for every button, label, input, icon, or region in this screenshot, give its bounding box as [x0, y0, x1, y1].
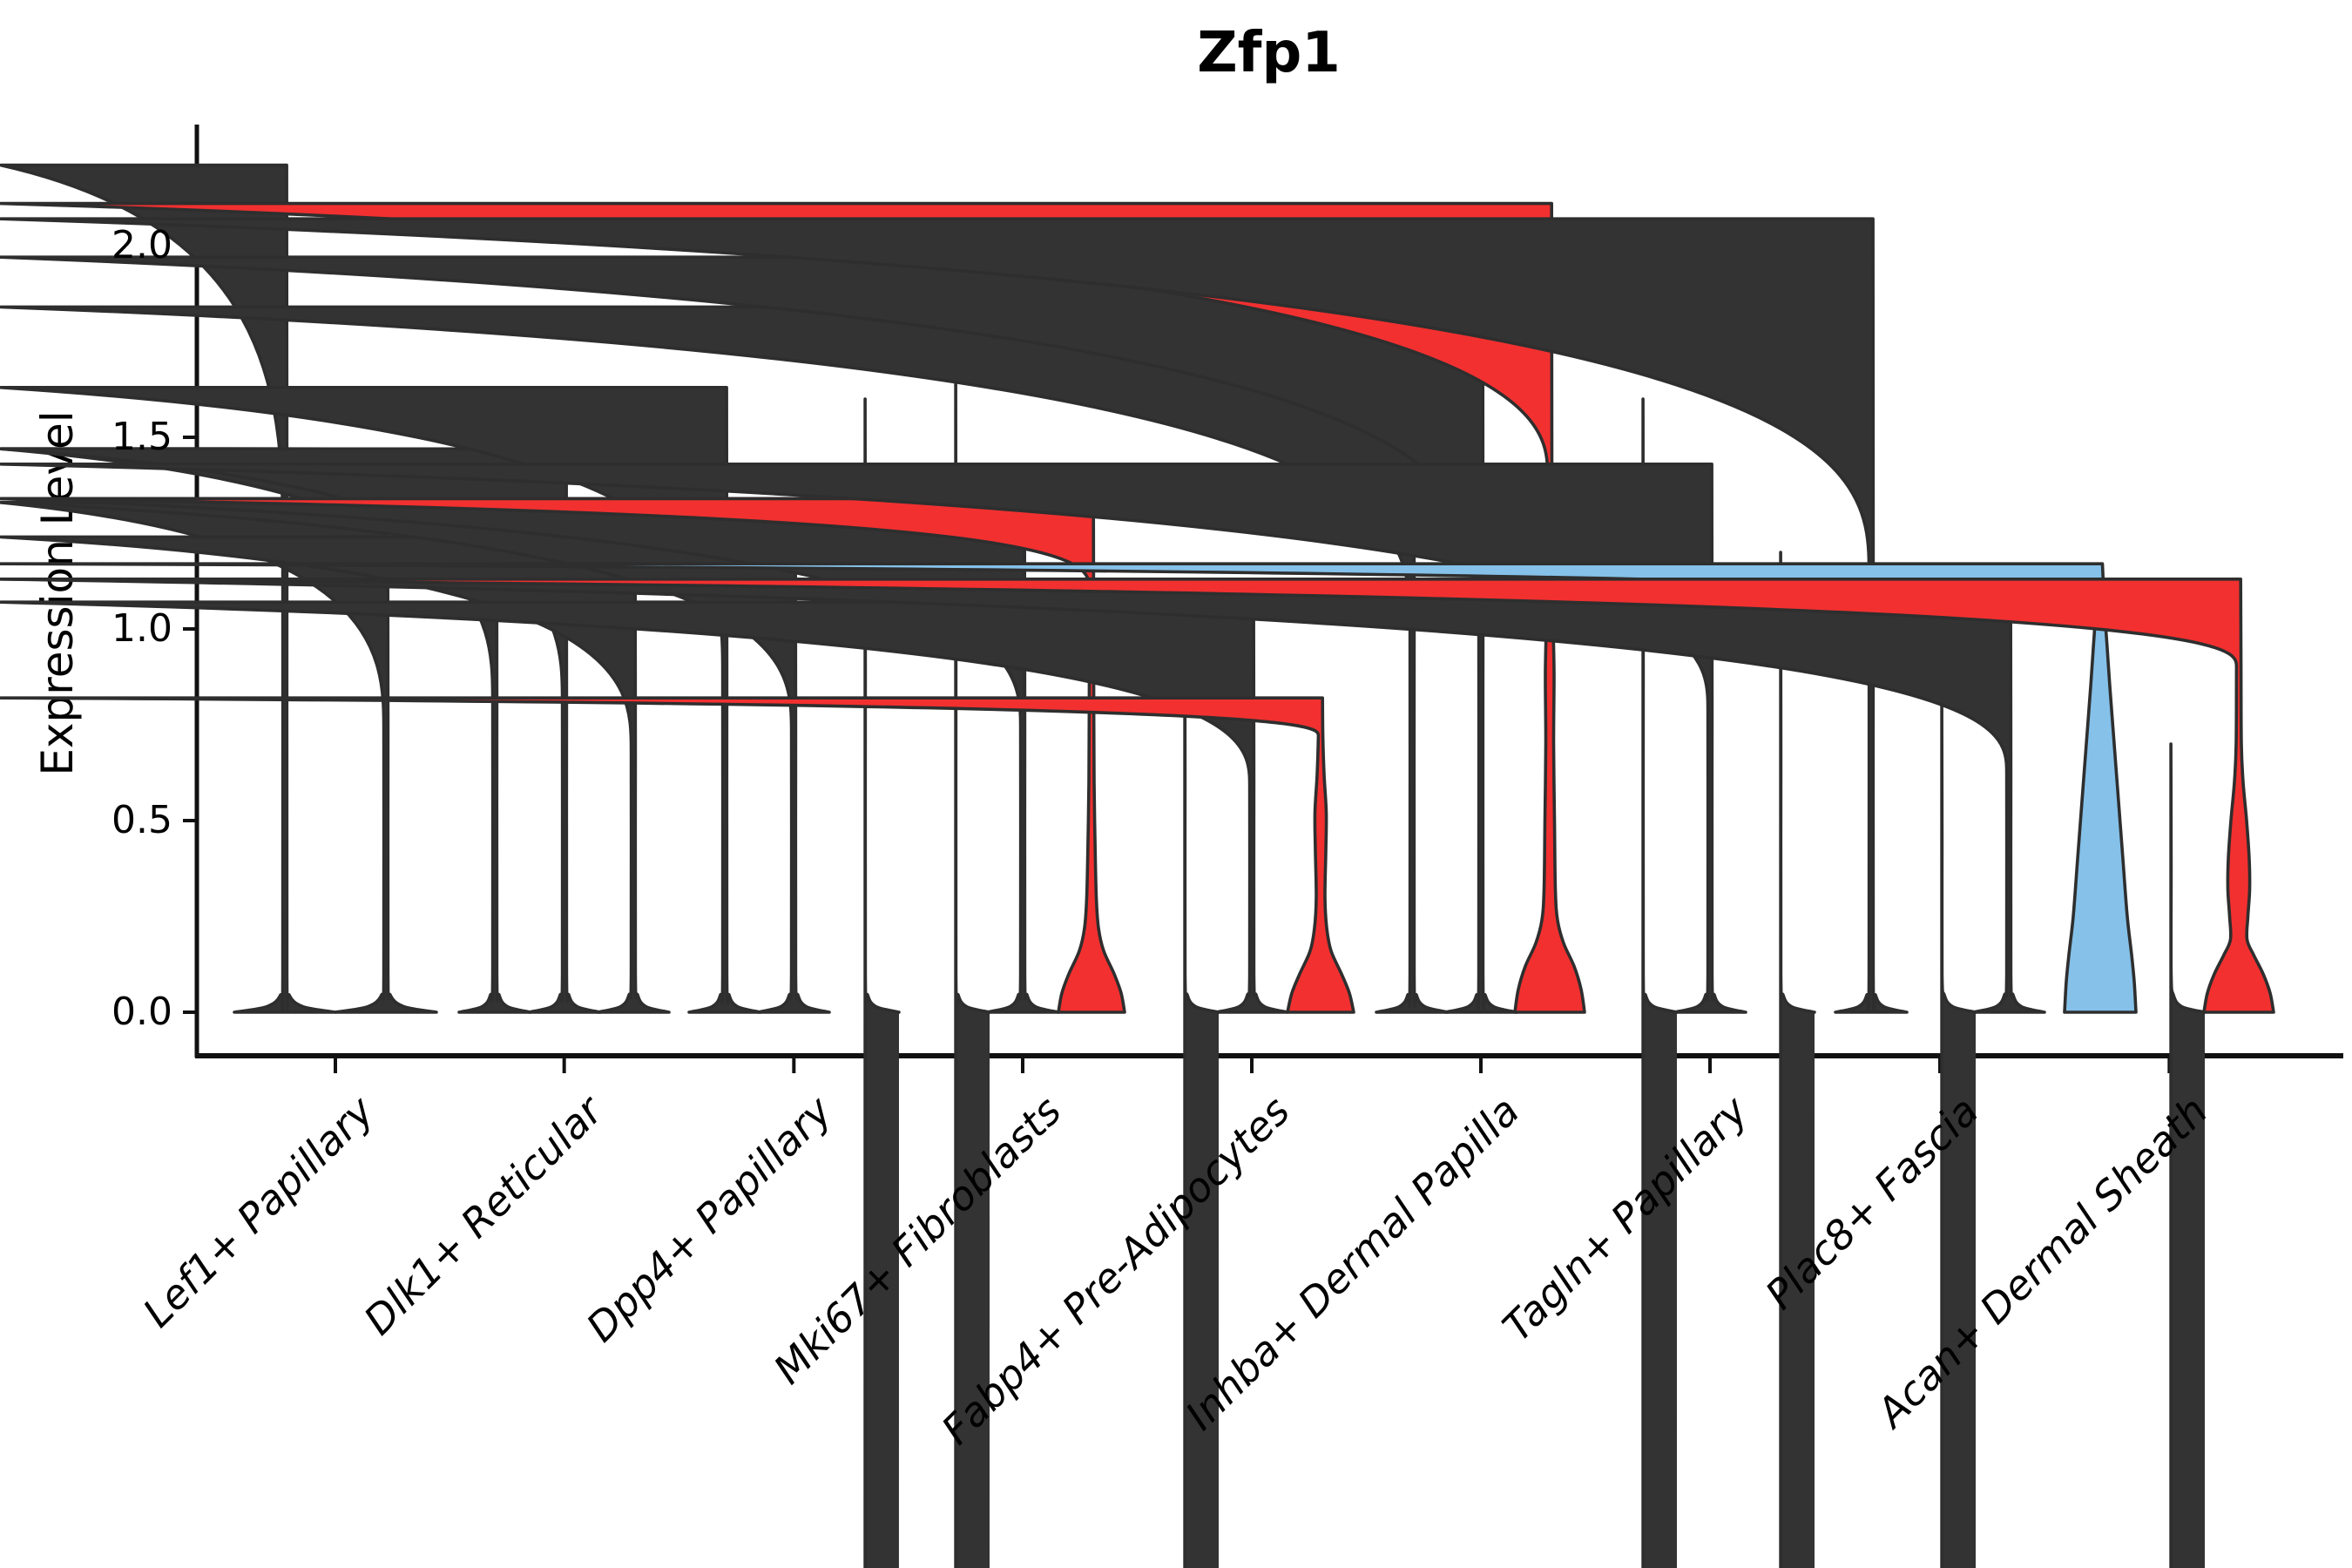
- y-tick-label: 0.5: [112, 798, 172, 842]
- violin-spike: [0, 578, 2046, 1014]
- violin-spike: [0, 501, 438, 1014]
- violin-red: [0, 578, 2275, 1014]
- y-tick-label: 1.0: [112, 606, 172, 651]
- violin-red: [0, 696, 1355, 1014]
- violin-spike: [0, 463, 1747, 1014]
- y-tick-label: 1.5: [112, 415, 172, 459]
- violin-spike: [0, 600, 1289, 1014]
- violin-red: [0, 497, 1126, 1014]
- violin-spike: [0, 217, 1909, 1014]
- y-tick-label: 2.0: [112, 223, 172, 267]
- chart-title: Zfp1: [1197, 21, 1341, 85]
- violin-spike: [1779, 551, 1816, 1568]
- violin-spike: [0, 497, 1060, 1014]
- violin-spike: [0, 386, 762, 1014]
- y-tick-label: 0.0: [112, 990, 172, 1034]
- violin-spike: [0, 163, 337, 1014]
